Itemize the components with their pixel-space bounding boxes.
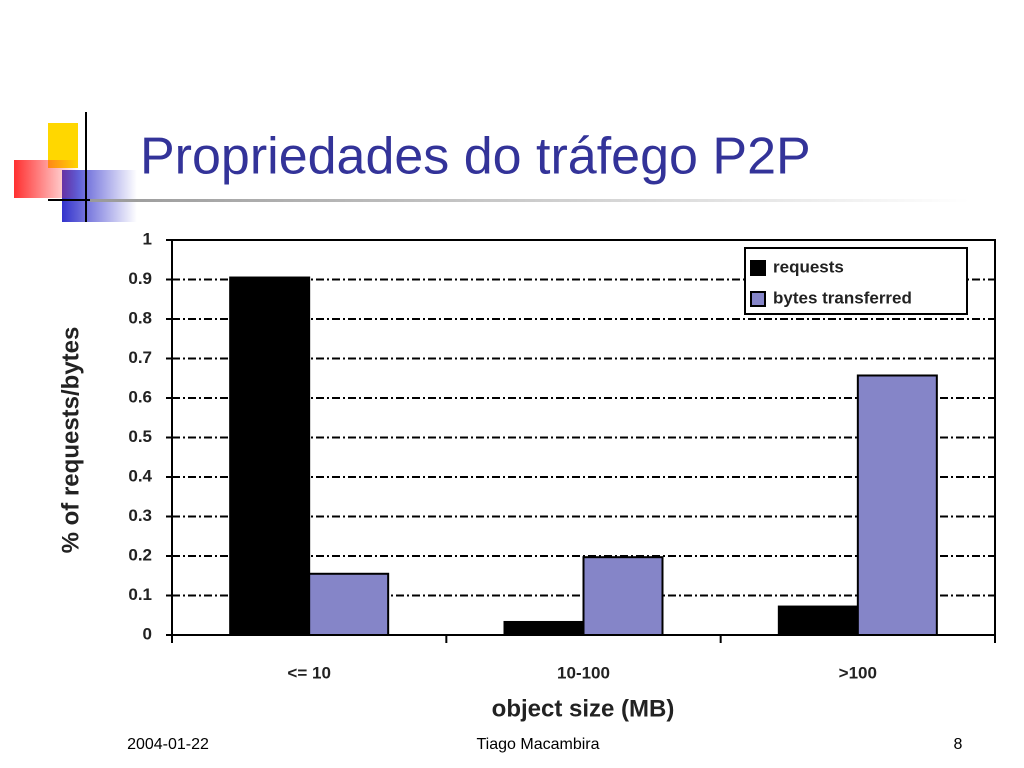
x-tick-label: >100 [839, 663, 877, 682]
y-axis-label: % of requests/bytes [57, 327, 84, 554]
legend-box [744, 247, 968, 315]
footer-date: 2004-01-22 [127, 736, 209, 753]
legend-label: requests [773, 257, 844, 276]
y-tick-label: 0.2 [128, 545, 152, 564]
y-tick-label: 0.8 [128, 308, 152, 327]
y-tick-label: 0.6 [128, 387, 152, 406]
logo [14, 112, 140, 222]
bar [503, 620, 585, 637]
bar [777, 605, 859, 636]
y-tick-label: 0.3 [128, 506, 152, 525]
bar [582, 556, 664, 636]
legend-swatch [750, 291, 766, 307]
y-tick-label: 1 [143, 229, 152, 248]
bar [229, 276, 311, 636]
y-tick-label: 0.7 [128, 348, 152, 367]
y-tick-label: 0 [143, 624, 152, 643]
legend-swatch [750, 260, 766, 276]
footer-page: 8 [954, 736, 963, 753]
bar [856, 374, 938, 636]
title-rule [90, 199, 970, 202]
y-tick-label: 0.1 [128, 585, 152, 604]
x-axis-label: object size (MB) [492, 695, 675, 722]
footer-author: Tiago Macambira [476, 736, 599, 753]
x-tick-label: 10-100 [557, 663, 610, 682]
legend-label: bytes transferred [773, 288, 912, 307]
bar [308, 572, 390, 637]
slide-title: Propriedades do tráfego P2P [140, 128, 811, 186]
x-tick-label: <= 10 [287, 663, 331, 682]
y-tick-label: 0.4 [128, 466, 152, 485]
y-tick-label: 0.5 [128, 427, 152, 446]
y-tick-label: 0.9 [128, 269, 152, 288]
